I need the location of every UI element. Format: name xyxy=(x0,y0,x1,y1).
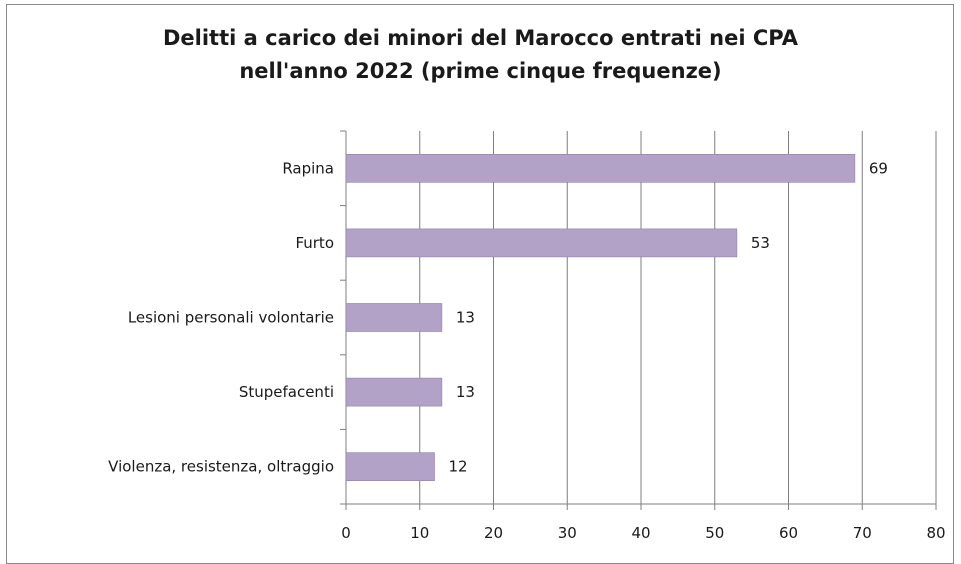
x-tick-label-50: 50 xyxy=(705,524,724,542)
bars xyxy=(345,154,856,482)
x-tick-label-40: 40 xyxy=(631,524,650,542)
value-label-1: 69 xyxy=(869,159,888,177)
x-tick-label-20: 20 xyxy=(484,524,503,542)
value-label-4: 13 xyxy=(456,383,475,401)
x-tick-label-0: 0 xyxy=(341,524,351,542)
category-label-3: Lesioni personali volontarie xyxy=(128,309,334,327)
bar-1 xyxy=(345,154,856,183)
labels: 0 10 20 30 40 50 60 70 80 Rapina 69 Furto 53 Lesioni … xyxy=(108,159,945,542)
value-label-2: 53 xyxy=(751,234,770,252)
x-tick-label-70: 70 xyxy=(853,524,872,542)
x-tick-label-80: 80 xyxy=(926,524,945,542)
bar-2 xyxy=(345,228,738,258)
bar-3 xyxy=(345,303,443,332)
value-label-5: 12 xyxy=(449,458,468,476)
value-label-3: 13 xyxy=(456,309,475,327)
chart-title: Delitti a carico dei minori del Marocco … xyxy=(0,22,961,88)
chart-title-line-2: nell'anno 2022 (prime cinque frequenze) xyxy=(239,59,722,83)
bar-5 xyxy=(345,452,435,482)
x-tick-label-60: 60 xyxy=(779,524,798,542)
x-tick-label-30: 30 xyxy=(558,524,577,542)
category-label-5: Violenza, resistenza, oltraggio xyxy=(108,458,334,476)
category-label-1: Rapina xyxy=(282,159,334,177)
category-label-4: Stupefacenti xyxy=(239,383,334,401)
chart-title-line-1: Delitti a carico dei minori del Marocco … xyxy=(162,26,798,50)
grid-lines xyxy=(419,131,937,504)
bar-4 xyxy=(345,377,443,407)
x-tick-label-10: 10 xyxy=(410,524,429,542)
category-label-2: Furto xyxy=(295,234,334,252)
